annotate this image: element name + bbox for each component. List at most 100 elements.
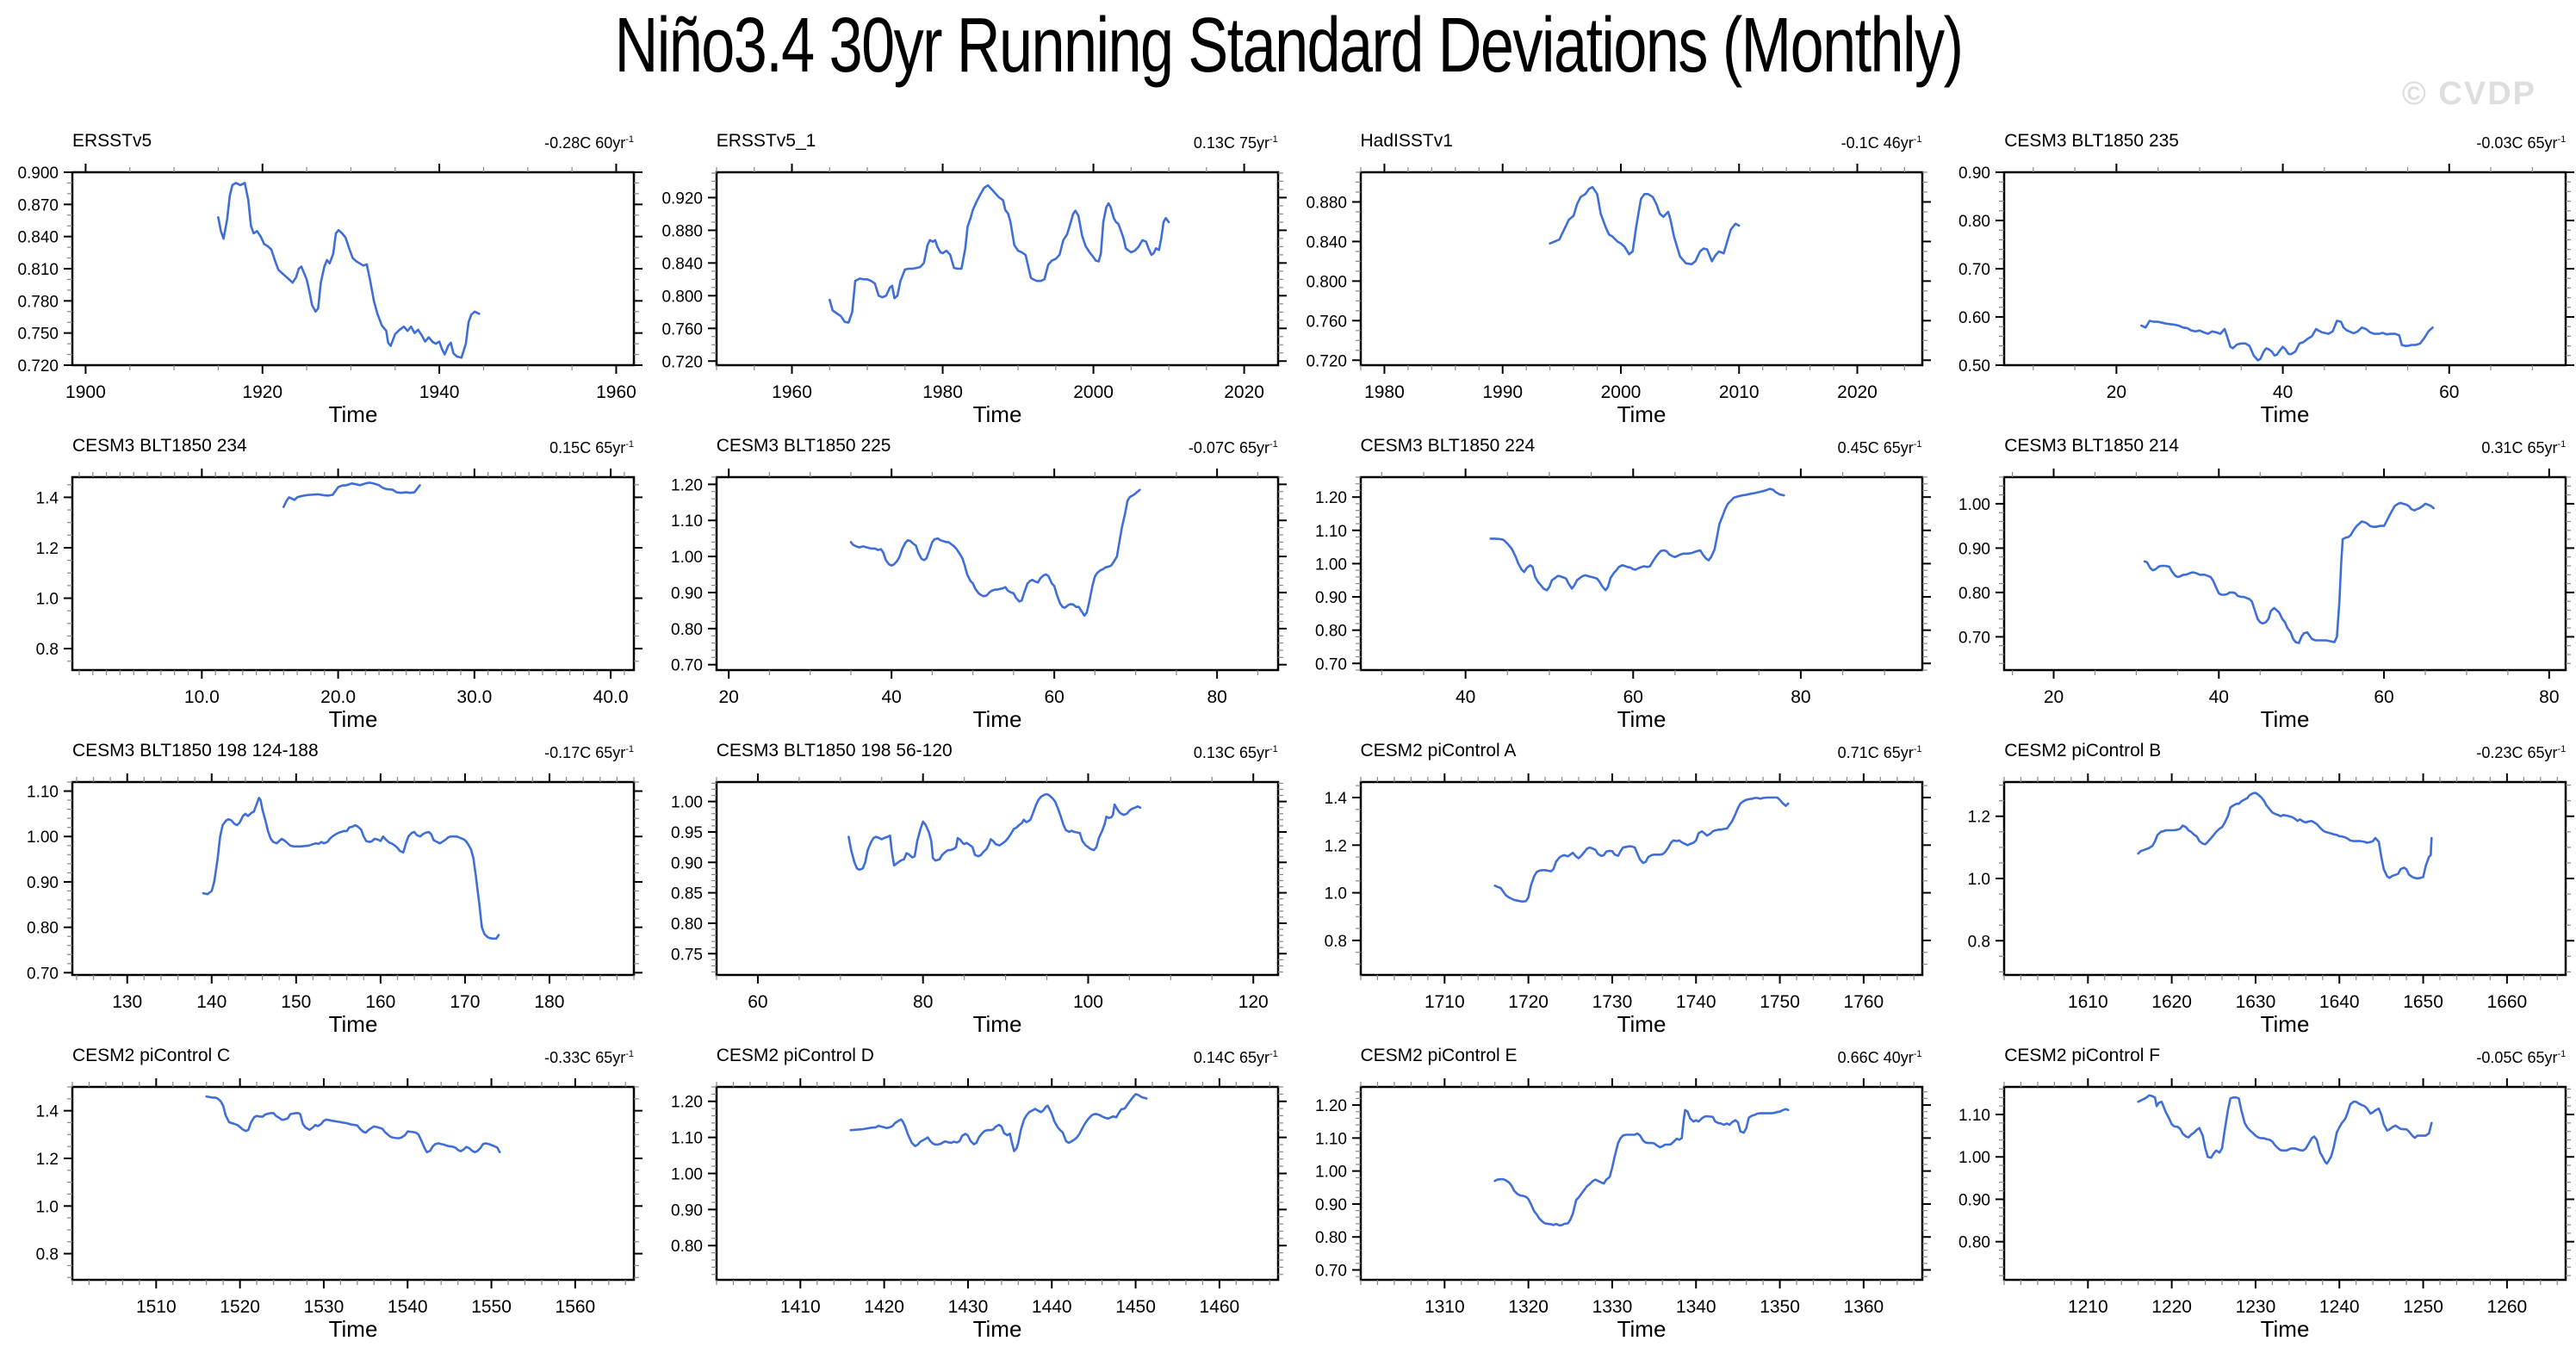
y-tick-label: 1.2 [1968, 809, 1990, 827]
panel-cesm2-picontrol-c: CESM2 piControl C -0.33C 65yr-1 1510 1520 15… [0, 1035, 644, 1342]
y-tick-label: 1.00 [671, 549, 703, 567]
x-tick-label: 20 [2044, 687, 2064, 707]
panel-plot: 130 140 150 160 170 180 1.10 1.00 0.90 0.80 0.70 Ti… [27, 773, 642, 1037]
x-tick-label: 40 [2209, 687, 2229, 707]
panel-plot: 40 60 80 1.20 1.10 1.00 0.90 0.80 0.70 Time [1315, 469, 1931, 732]
y-tick-label: 0.90 [1958, 540, 1990, 558]
x-axis-label: Time [1617, 1011, 1666, 1035]
panel-plot: 10.0 20.0 30.0 40.0 1.4 1.2 1.0 0.8 Time [36, 469, 642, 732]
panel-cesm2-picontrol-b: CESM2 piControl B -0.23C 65yr-1 1610 1620 16… [1932, 730, 2576, 1037]
x-axis-label: Time [329, 1316, 378, 1340]
data-line [1493, 1108, 1790, 1227]
panel-title: CESM2 piControl B [2004, 741, 2162, 760]
y-tick-label: 1.00 [1958, 1149, 1990, 1167]
x-tick-label: 1900 [65, 382, 106, 402]
plot-frame [71, 171, 636, 367]
panel-title: CESM3 BLT1850 235 [2004, 131, 2179, 151]
x-tick-label: 1220 [2152, 1297, 2193, 1317]
panel-plot: 60 80 100 120 1.00 0.95 0.90 0.85 0.80 0.75 Time [671, 773, 1287, 1037]
y-tick-label: 1.00 [1315, 556, 1347, 574]
panel-plot: 1980 1990 2000 2010 2020 0.880 0.840 0.800 0.760… [1306, 164, 1931, 427]
y-tick-label: 1.0 [1968, 871, 1990, 889]
panel-trend-annotation: -0.28C 60yr-1 [544, 134, 634, 152]
x-tick-label: 1720 [1508, 992, 1549, 1012]
panel-ersstv5-1: ERSSTv5_1 0.13C 75yr-1 1960 1980 2000 2020 0.9… [644, 121, 1288, 427]
data-line [202, 797, 500, 941]
x-tick-label: 40 [881, 687, 901, 707]
plot-frame [2003, 171, 2567, 367]
x-tick-label: 180 [534, 992, 564, 1012]
y-tick-label: 0.70 [1958, 629, 1990, 647]
x-tick-label: 1510 [136, 1297, 177, 1317]
panel-plot: 1210 1220 1230 1240 1250 1260 1.10 1.00 0.90 0.80… [1958, 1078, 2575, 1342]
data-line [282, 481, 421, 508]
y-tick-label: 1.2 [36, 1151, 59, 1169]
x-tick-label: 2020 [1224, 382, 1264, 402]
x-tick-label: 1320 [1508, 1297, 1549, 1317]
y-tick-label: 0.90 [1315, 589, 1347, 607]
panel-cesm3-blt1850-198-124-188: CESM3 BLT1850 198 124-188 -0.17C 65yr-1 13… [0, 730, 644, 1037]
x-tick-label: 40 [1455, 687, 1474, 707]
panel-title: CESM3 BLT1850 198 56-120 [716, 741, 953, 760]
panel-trend-annotation: 0.31C 65yr-1 [2481, 439, 2567, 456]
y-tick-label: 0.80 [1315, 623, 1347, 641]
panel-title: CESM3 BLT1850 225 [716, 436, 891, 456]
y-tick-label: 0.80 [1958, 213, 1990, 231]
x-tick-label: 60 [748, 992, 767, 1012]
y-tick-label: 0.8 [1324, 933, 1346, 951]
y-tick-label: 0.840 [1306, 233, 1347, 251]
y-tick-label: 0.800 [1306, 273, 1347, 291]
x-tick-label: 1210 [2068, 1297, 2108, 1317]
x-tick-label: 1990 [1482, 382, 1523, 402]
x-tick-label: 1660 [2487, 992, 2528, 1012]
plot-frame [2003, 475, 2567, 672]
page-title: Niño3.4 30yr Running Standard Deviations… [614, 3, 1963, 89]
panel-cesm3-blt1850-234: CESM3 BLT1850 234 0.15C 65yr-1 10.0 20.0 30.… [0, 425, 644, 732]
y-tick-label: 0.70 [671, 657, 703, 675]
panel-trend-annotation: -0.07C 65yr-1 [1188, 439, 1278, 456]
y-tick-label: 0.85 [671, 885, 703, 903]
panel-plot: 1710 1720 1730 1740 1750 1760 1.4 1.2 1.0 0.8 Time [1324, 773, 1931, 1037]
y-tick-label: 0.80 [671, 621, 703, 639]
plot-frame [715, 1085, 1279, 1282]
y-tick-label: 1.0 [36, 1198, 59, 1216]
y-tick-label: 0.840 [661, 255, 703, 273]
panel-trend-annotation: 0.13C 65yr-1 [1193, 744, 1278, 761]
x-tick-label: 60 [1623, 687, 1642, 707]
x-tick-label: 1410 [780, 1297, 821, 1317]
panel-trend-annotation: -0.23C 65yr-1 [2476, 744, 2567, 761]
panel-plot: 1410 1420 1430 1440 1450 1460 1.20 1.10 1.00 0.90… [671, 1078, 1287, 1342]
plot-frame [1359, 171, 1923, 367]
panel-trend-annotation: -0.05C 65yr-1 [2476, 1049, 2567, 1066]
x-tick-label: 1740 [1675, 992, 1716, 1012]
x-tick-label: 1460 [1199, 1297, 1239, 1317]
panel-trend-annotation: -0.33C 65yr-1 [544, 1049, 634, 1066]
y-tick-label: 1.0 [36, 591, 59, 609]
x-tick-label: 120 [1238, 992, 1268, 1012]
x-tick-label: 1960 [772, 382, 812, 402]
y-tick-label: 1.0 [1324, 885, 1346, 903]
y-tick-label: 1.20 [1315, 1097, 1347, 1115]
panel-cesm3-blt1850-224: CESM3 BLT1850 224 0.45C 65yr-1 40 60 80 1.20 1… [1288, 425, 1933, 732]
plot-frame [715, 475, 1279, 672]
x-tick-label: 1530 [304, 1297, 345, 1317]
panel-title: CESM2 piControl F [2004, 1046, 2161, 1065]
x-axis-label: Time [972, 401, 1021, 425]
x-axis-label: Time [1617, 401, 1666, 425]
y-tick-label: 1.10 [671, 1130, 703, 1148]
x-tick-label: 1260 [2487, 1297, 2528, 1317]
x-axis-label: Time [1617, 706, 1666, 730]
panel-title: ERSSTv5 [72, 131, 152, 151]
panel-plot: 1900 1920 1940 1960 0.900 0.870 0.840 0.810 0.78… [17, 164, 642, 427]
y-tick-label: 0.90 [671, 585, 703, 603]
panel-plot: 1960 1980 2000 2020 0.920 0.880 0.840 0.800 0.76… [661, 164, 1287, 427]
x-tick-label: 1620 [2152, 992, 2193, 1012]
panel-plot: 1310 1320 1330 1340 1350 1360 1.20 1.10 1.00 0.90… [1315, 1078, 1931, 1342]
x-tick-label: 1610 [2068, 992, 2108, 1012]
panel-plot: 20 40 60 80 1.20 1.10 1.00 0.90 0.80 0.70 Time [671, 469, 1287, 732]
x-tick-label: 130 [112, 992, 142, 1012]
plot-frame [1359, 1085, 1923, 1282]
x-tick-label: 80 [1791, 687, 1810, 707]
data-line [1548, 185, 1741, 266]
x-tick-label: 1750 [1760, 992, 1800, 1012]
